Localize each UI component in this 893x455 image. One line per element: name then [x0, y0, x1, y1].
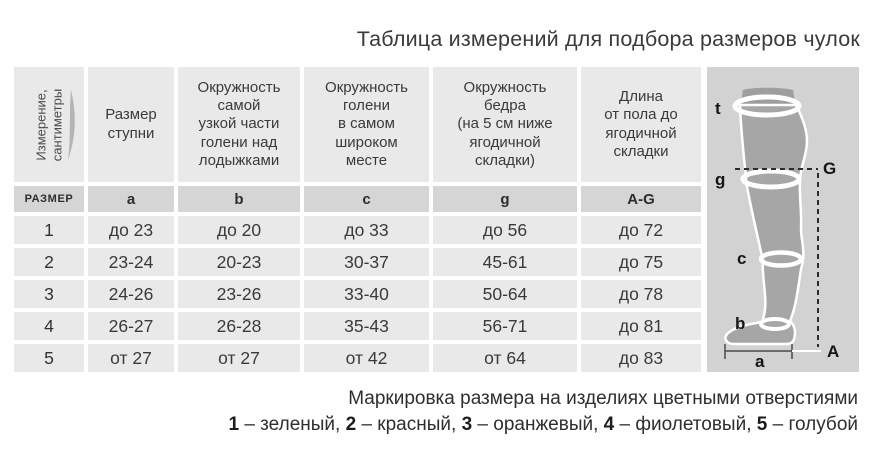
row-1-b: до 20	[178, 216, 300, 244]
row-3-c: 33-40	[304, 280, 429, 308]
corner-header-line1: Измерение,	[33, 88, 49, 161]
size-row-label: РАЗМЕР	[14, 186, 84, 212]
row-1-g: до 56	[433, 216, 577, 244]
legend-items: 1 – зеленый, 2 – красный, 3 – оранжевый,…	[228, 414, 858, 436]
legend-color-5: – голубой	[767, 414, 858, 435]
corner-header-cell: Измерение, сантиметры	[14, 67, 84, 182]
letter-g: g	[433, 186, 577, 212]
letter-b: b	[178, 186, 300, 212]
row-3-g: 50-64	[433, 280, 577, 308]
row-5-a: от 27	[88, 344, 174, 372]
row-4-ag: до 81	[581, 312, 701, 340]
column-header-foot-size: Размер ступни	[88, 67, 174, 182]
column-header-calf-circumference: Окружность голени в самом широком месте	[304, 67, 429, 182]
legend-color-2: – красный,	[356, 414, 462, 435]
legend-num-5: 5	[756, 414, 768, 435]
label-A: A	[827, 342, 839, 361]
label-g: g	[715, 170, 725, 189]
row-1-c: до 33	[304, 216, 429, 244]
letter-c: c	[304, 186, 429, 212]
letter-a: a	[88, 186, 174, 212]
letter-a-g: A-G	[581, 186, 701, 212]
legend-color-1: – зеленый,	[239, 414, 346, 435]
row-5-ag: до 83	[581, 344, 701, 372]
row-2-b: 20-23	[178, 248, 300, 276]
row-1-a: до 23	[88, 216, 174, 244]
legend-num-2: 2	[345, 414, 357, 435]
row-4-c: 35-43	[304, 312, 429, 340]
measure-swoosh-icon	[68, 89, 75, 160]
legend-title: Маркировка размера на изделиях цветными …	[348, 388, 858, 409]
row-5-size: 5	[14, 344, 84, 372]
label-b: b	[735, 314, 745, 333]
band-g	[740, 168, 802, 190]
page-title: Таблица измерений для подбора размеров ч…	[356, 27, 860, 51]
row-2-ag: до 75	[581, 248, 701, 276]
label-G: G	[823, 159, 836, 178]
row-4-a: 26-27	[88, 312, 174, 340]
size-marking-legend: Маркировка размера на изделиях цветными …	[228, 388, 858, 436]
legend-num-1: 1	[228, 414, 240, 435]
row-4-b: 26-28	[178, 312, 300, 340]
row-3-a: 24-26	[88, 280, 174, 308]
row-2-size: 2	[14, 248, 84, 276]
row-3-ag: до 78	[581, 280, 701, 308]
row-5-c: от 42	[304, 344, 429, 372]
leg-measurement-diagram: t g G c b a A	[707, 67, 859, 372]
row-2-a: 23-24	[88, 248, 174, 276]
legend-num-4: 4	[603, 414, 615, 435]
label-a: a	[755, 352, 765, 371]
band-b	[759, 317, 791, 331]
row-4-g: 56-71	[433, 312, 577, 340]
corner-header-line2: сантиметры	[49, 88, 64, 161]
row-5-b: от 27	[178, 344, 300, 372]
row-5-g: от 64	[433, 344, 577, 372]
row-2-g: 45-61	[433, 248, 577, 276]
row-4-size: 4	[14, 312, 84, 340]
column-header-length: Длина от пола до ягодичной складки	[581, 67, 701, 182]
column-header-ankle-circumference: Окружность самой узкой части голени над …	[178, 67, 300, 182]
legend-color-4: – фиолетовый,	[614, 414, 757, 435]
row-1-size: 1	[14, 216, 84, 244]
band-c	[758, 250, 804, 268]
label-t: t	[715, 99, 721, 118]
row-3-size: 3	[14, 280, 84, 308]
leg-diagram-svg: t g G c b a A	[715, 87, 839, 371]
band-t	[732, 94, 802, 118]
row-1-ag: до 72	[581, 216, 701, 244]
row-2-c: 30-37	[304, 248, 429, 276]
row-3-b: 23-26	[178, 280, 300, 308]
corner-header-text: Измерение, сантиметры	[33, 70, 64, 180]
legend-num-3: 3	[461, 414, 473, 435]
legend-color-3: – оранжевый,	[472, 414, 604, 435]
leg-silhouette	[724, 103, 809, 346]
column-header-thigh-circumference: Окружность бедра (на 5 см ниже ягодичной…	[433, 67, 577, 182]
label-c: c	[737, 249, 746, 268]
measurements-table: Измерение, сантиметры Размер ступни Окру…	[14, 67, 701, 372]
